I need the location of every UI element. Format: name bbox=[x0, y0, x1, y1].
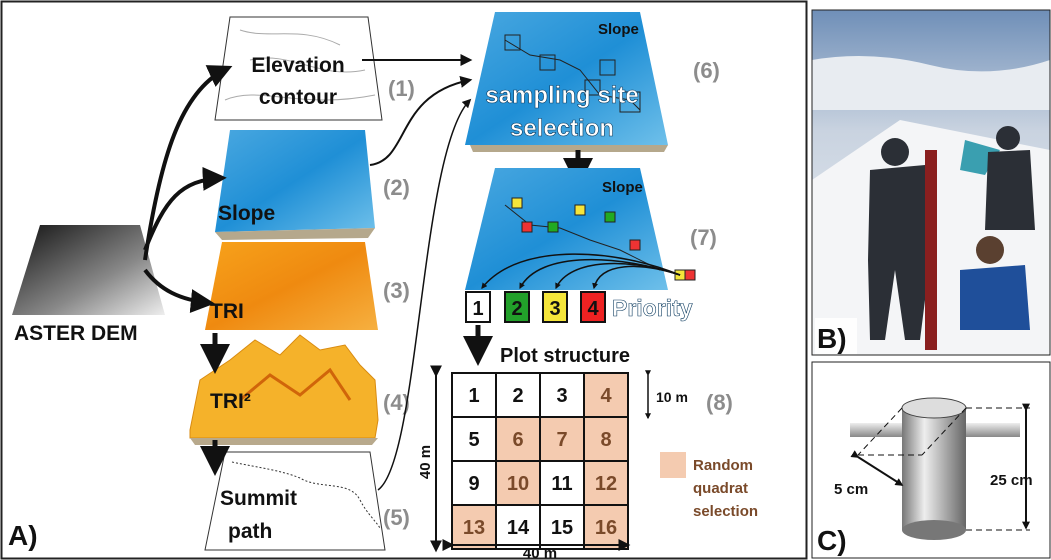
cell-number: 5 bbox=[468, 429, 479, 451]
layer-label: TRI bbox=[210, 300, 244, 323]
layer-label: Summit bbox=[220, 487, 297, 510]
rank: 1 bbox=[472, 298, 483, 320]
depth: 25 cm bbox=[990, 472, 1033, 489]
map-title: sampling site bbox=[485, 82, 638, 109]
plot-height: 40 m bbox=[417, 445, 434, 479]
cell-number: 4 bbox=[600, 385, 612, 407]
panel-label: A) bbox=[8, 520, 38, 551]
layer-label: Slope bbox=[218, 202, 275, 225]
layer-label: contour bbox=[259, 86, 337, 109]
layer-label: path bbox=[228, 520, 272, 543]
step-label: (1) bbox=[388, 76, 415, 101]
cell-number: 7 bbox=[556, 429, 567, 451]
priority-title: Priority bbox=[612, 295, 693, 321]
legend-text: selection bbox=[693, 503, 758, 520]
cell-number: 13 bbox=[463, 517, 485, 539]
legend-text: quadrat bbox=[693, 480, 748, 497]
step-label: (7) bbox=[690, 225, 717, 250]
rank: 3 bbox=[549, 298, 560, 320]
cell-number: 9 bbox=[468, 473, 479, 495]
layer-label: TRI² bbox=[210, 390, 251, 413]
cell-number: 6 bbox=[512, 429, 523, 451]
dem-label: ASTER DEM bbox=[14, 322, 138, 345]
map-label: Slope bbox=[598, 21, 639, 38]
cell-number: 8 bbox=[600, 429, 611, 451]
plot-title: Plot structure bbox=[500, 345, 630, 367]
cylinder-base bbox=[902, 520, 966, 540]
rank: 2 bbox=[511, 298, 522, 320]
cell-size: 10 m bbox=[656, 389, 688, 405]
step-label: (2) bbox=[383, 175, 410, 200]
panel-label: C) bbox=[817, 525, 847, 556]
cylinder bbox=[902, 408, 966, 530]
step-label: (8) bbox=[706, 390, 733, 415]
map-label: Slope bbox=[602, 179, 643, 196]
cell-number: 10 bbox=[507, 473, 529, 495]
panel-b: B) bbox=[812, 10, 1050, 355]
cell-number: 12 bbox=[595, 473, 617, 495]
layer-edge bbox=[190, 438, 378, 445]
plot-width: 40 m bbox=[523, 545, 557, 560]
figure: ASTER DEM Elevation contour (1) Slope (2… bbox=[0, 0, 1051, 560]
layer-label: Elevation bbox=[251, 54, 344, 77]
legend-text: Random bbox=[693, 457, 753, 474]
rank: 4 bbox=[587, 298, 599, 320]
panel-c: 5 cm 25 cm C) bbox=[812, 362, 1050, 558]
map-title: selection bbox=[510, 115, 614, 142]
step-label: (3) bbox=[383, 278, 410, 303]
panel-a: ASTER DEM Elevation contour (1) Slope (2… bbox=[2, 2, 807, 560]
cell-number: 11 bbox=[551, 473, 572, 495]
cylinder-top bbox=[902, 398, 966, 418]
step-label: (5) bbox=[383, 505, 410, 530]
cell-number: 3 bbox=[556, 385, 567, 407]
cell-number: 1 bbox=[468, 385, 479, 407]
panel-label: B) bbox=[817, 323, 847, 354]
cell-number: 16 bbox=[595, 517, 617, 539]
cell-number: 15 bbox=[551, 517, 573, 539]
legend-swatch bbox=[660, 452, 686, 478]
step-label: (6) bbox=[693, 58, 720, 83]
cell-number: 14 bbox=[507, 517, 530, 539]
layer-edge bbox=[470, 145, 668, 152]
auger bbox=[925, 150, 937, 350]
cell-number: 2 bbox=[512, 385, 523, 407]
diameter: 5 cm bbox=[834, 481, 868, 498]
